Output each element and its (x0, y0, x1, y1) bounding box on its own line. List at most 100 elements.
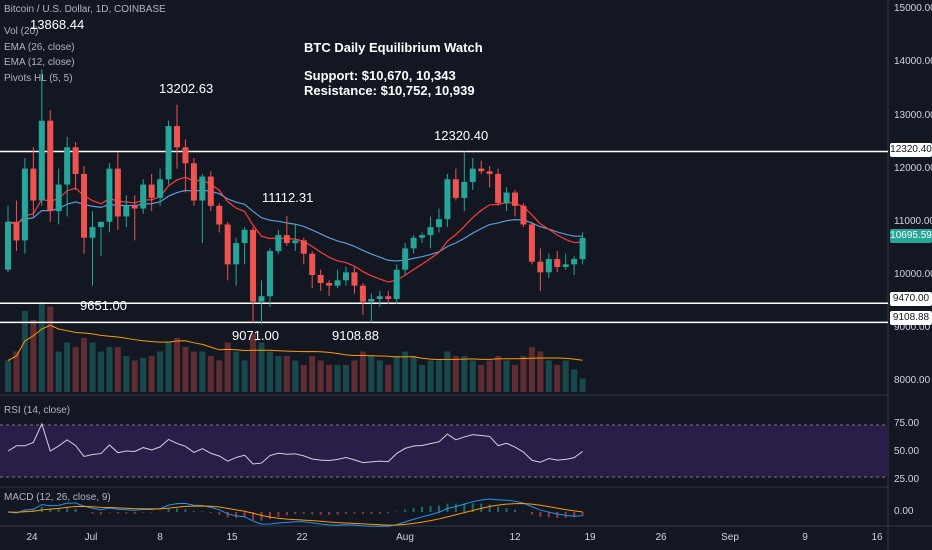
volume-bar (528, 347, 535, 392)
legend-pivots[interactable]: Pivots HL (5, 5) (4, 73, 73, 84)
volume-bar (579, 378, 586, 392)
volume-bar (359, 351, 366, 392)
candle-body (81, 173, 88, 238)
candle-body (216, 205, 223, 225)
volume-bar (461, 356, 468, 392)
volume-ma-line (7, 324, 583, 361)
legend-ema-12[interactable]: EMA (12, close) (4, 57, 75, 68)
current-price-tag: 10695.59 (890, 229, 932, 243)
time-tick: 8 (157, 532, 163, 543)
rsi-band (0, 425, 888, 477)
volume-bar (427, 360, 434, 392)
support-price-tag: 9470.00 (890, 292, 932, 306)
volume-bar (5, 360, 11, 392)
price-tick: 8000.00 (894, 375, 931, 386)
volume-bar (216, 360, 223, 392)
time-tick: 19 (584, 532, 596, 543)
volume-bar (140, 357, 147, 392)
time-tick: 26 (655, 532, 667, 543)
volume-bar (47, 306, 54, 392)
volume-bar (300, 365, 307, 392)
candle-body (207, 176, 214, 206)
candle-body (512, 192, 518, 206)
candle-body (503, 192, 510, 204)
volume-bar (55, 351, 62, 392)
volume-bar (393, 356, 400, 392)
candle-body (250, 229, 257, 302)
time-tick: Sep (721, 532, 739, 543)
candle-body (435, 219, 442, 228)
legend-volume[interactable]: Vol (20) (4, 26, 39, 37)
annotation-note[interactable]: BTC Daily Equilibrium Watch Support: $10… (304, 40, 483, 98)
pivot-low-label: 9651.00 (80, 298, 127, 313)
macd-line (7, 498, 583, 527)
candle-body (13, 221, 20, 241)
volume-bar (486, 360, 493, 392)
price-tick: 14000.00 (894, 56, 932, 67)
macd-tick: 0.00 (894, 506, 914, 517)
volume-bar (444, 351, 451, 392)
candle-body (486, 171, 493, 174)
candle-body (106, 168, 113, 222)
support-price-tag: 9108.88 (890, 311, 932, 325)
volume-bar (207, 356, 214, 392)
volume-bar (334, 365, 341, 392)
volume-bar (64, 342, 71, 392)
time-tick: 9 (802, 532, 808, 543)
volume-bar (402, 351, 409, 392)
candle-body (300, 240, 307, 254)
volume-bar (275, 356, 282, 392)
candle-body (520, 205, 527, 225)
note-resistance: Resistance: $10,752, 10,939 (304, 83, 475, 98)
candle-body (528, 224, 535, 262)
volume-bar (283, 356, 290, 392)
rsi-line (7, 422, 583, 465)
time-tick: 22 (296, 532, 308, 543)
candle-body (571, 259, 578, 265)
candle-body (469, 168, 476, 182)
volume-bar (250, 333, 257, 392)
volume-bar (157, 351, 164, 392)
volume-bar (123, 356, 130, 392)
volume-bar (537, 351, 544, 392)
pivot-high-label: 12320.40 (434, 128, 489, 143)
volume-bar (326, 365, 333, 392)
rsi-legend[interactable]: RSI (14, close) (4, 405, 71, 416)
pivot-high-label: 13202.63 (159, 81, 214, 96)
volume-bar (97, 351, 104, 392)
candle-body (368, 298, 375, 302)
volume-bar (190, 351, 197, 392)
volume-bar (174, 338, 180, 392)
candle-body (114, 168, 121, 217)
volume-bar (419, 365, 426, 392)
volume-bar (292, 360, 299, 392)
candle-body (123, 205, 130, 217)
macd-legend[interactable]: MACD (12, 26, close, 9) (4, 492, 111, 503)
candle-body (258, 296, 265, 302)
macd-signal-line (7, 502, 583, 526)
price-tick: 13000.00 (894, 110, 932, 121)
price-tick: 12000.00 (894, 163, 932, 174)
candle-body (376, 296, 383, 299)
candle-body (444, 179, 451, 220)
volume-bar (148, 356, 155, 392)
volume-bar (385, 365, 392, 392)
candle-body (224, 224, 231, 265)
volume-bar (376, 360, 383, 392)
candle-body (233, 243, 240, 265)
legend-ema-26[interactable]: EMA (26, close) (4, 42, 75, 53)
candle-body (199, 176, 206, 201)
volume-bar (199, 351, 206, 392)
volume-bar (266, 351, 273, 392)
volume-bar (343, 365, 349, 392)
candle-body (182, 147, 189, 164)
candle-body (495, 173, 502, 204)
volume-bar (258, 342, 265, 392)
price-tick: 15000.00 (894, 3, 932, 14)
volume-bar (410, 356, 417, 392)
candle-body (283, 235, 290, 244)
volume-bar (571, 369, 578, 392)
volume-bar (114, 347, 121, 392)
volume-bar (81, 338, 88, 392)
